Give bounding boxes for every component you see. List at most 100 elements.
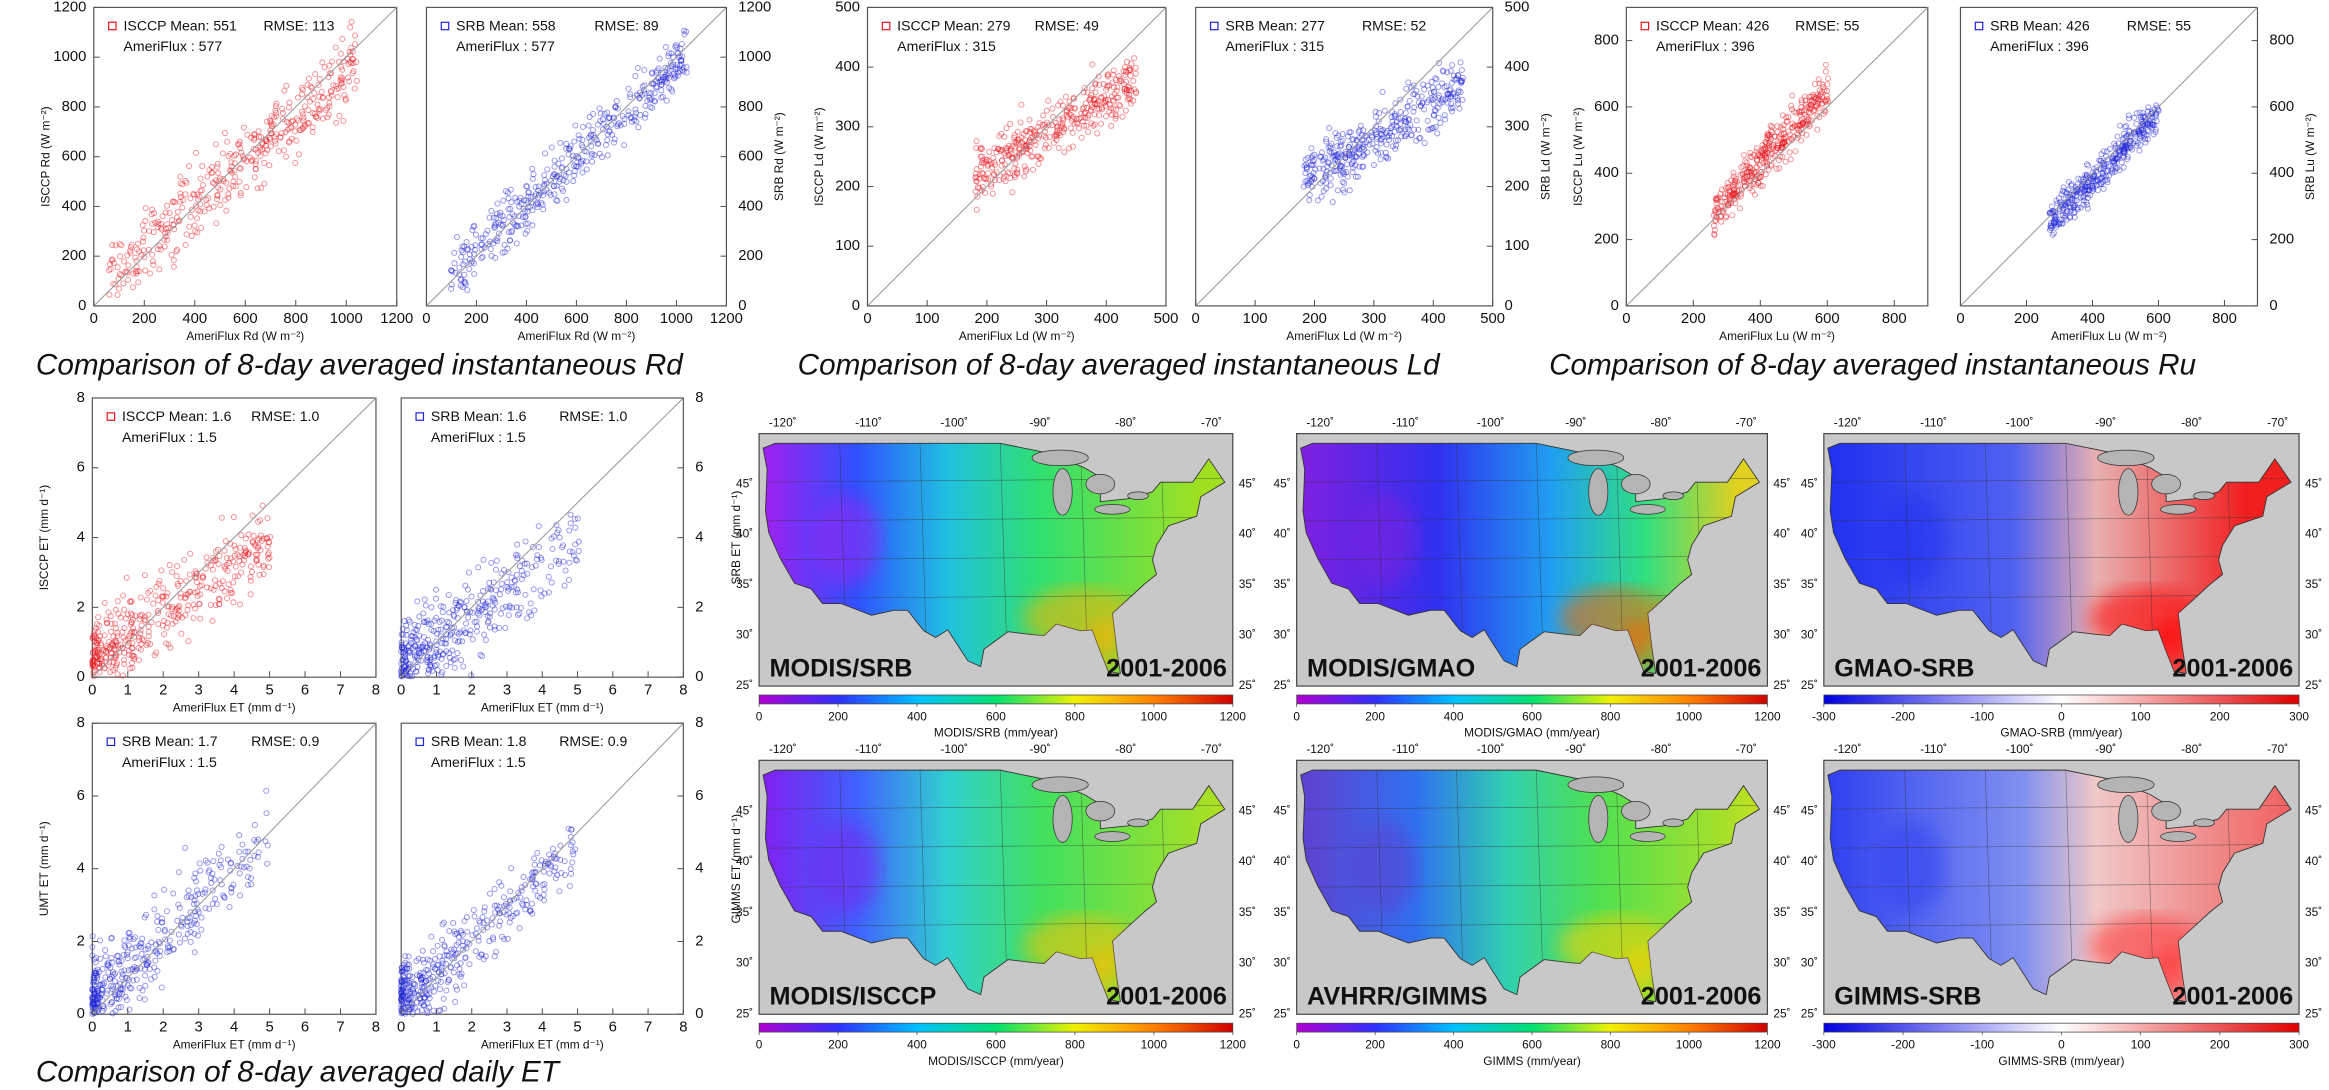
colorbar (1824, 695, 2299, 704)
map-cool-region (1351, 495, 1417, 586)
y-tick-label: 400 (2269, 165, 2294, 181)
y-tick-label: 400 (62, 198, 87, 214)
colorbar (759, 695, 1233, 704)
latitude-label: 35˚ (1773, 905, 1790, 919)
latitude-label: 25˚ (1801, 1006, 1818, 1020)
x-axis-label: AmeriFlux ET (mm d⁻¹) (173, 1038, 296, 1052)
longitude-label: -120˚ (1306, 742, 1334, 756)
colorbar-label: MODIS/GMAO (mm/year) (1464, 726, 1600, 740)
map-period: 2001-2006 (2172, 983, 2293, 1011)
colorbar-tick-label: -100 (1970, 1038, 1994, 1052)
x-tick-label: 4 (230, 682, 238, 698)
y-tick-label: 600 (2269, 99, 2294, 115)
map-period: 2001-2006 (2172, 654, 2293, 682)
y-tick-label: 800 (62, 99, 87, 115)
y-tick-label: 8 (695, 715, 703, 731)
latitude-label: 25˚ (2305, 1006, 2322, 1020)
longitude-label: -110˚ (855, 415, 882, 429)
latitude-label: 40˚ (1239, 527, 1256, 541)
latitude-label: 25˚ (1274, 678, 1291, 692)
latitude-label: 40˚ (1801, 527, 1818, 541)
latitude-label: 35˚ (2305, 905, 2322, 919)
x-tick-label: 400 (2080, 311, 2105, 327)
y-tick-label: 6 (77, 788, 85, 804)
colorbar-tick-label: -200 (1891, 709, 1915, 723)
latitude-label: 35˚ (1801, 577, 1818, 591)
x-tick-label: 7 (336, 1020, 344, 1036)
y-tick-label: 100 (1505, 238, 1530, 254)
colorbar-tick-label: 1200 (1220, 709, 1247, 723)
longitude-label: -120˚ (1834, 415, 1862, 429)
lake (1589, 795, 1608, 842)
x-tick-label: 7 (644, 1020, 652, 1036)
legend-reference: AmeriFlux : 315 (1225, 38, 1324, 54)
x-tick-label: 300 (1034, 311, 1059, 327)
latitude-label: 25˚ (1773, 678, 1790, 692)
map-period: 2001-2006 (1106, 654, 1227, 682)
colorbar-tick-label: 800 (1065, 709, 1085, 723)
lake (1589, 469, 1608, 516)
x-axis-label: AmeriFlux ET (mm d⁻¹) (481, 1038, 604, 1052)
legend-rmse: RMSE: 0.9 (559, 733, 627, 749)
x-tick-label: 1000 (660, 311, 693, 327)
longitude-label: -90˚ (1565, 415, 1586, 429)
x-tick-label: 8 (679, 682, 687, 698)
x-tick-label: 600 (2146, 311, 2171, 327)
latitude-label: 30˚ (1239, 956, 1256, 970)
legend-rmse: RMSE: 55 (2127, 17, 2191, 33)
longitude-label: -100˚ (940, 742, 968, 756)
x-tick-label: 2 (468, 1020, 476, 1036)
y-tick-label: 1200 (53, 0, 86, 15)
y-tick-label: 200 (1594, 232, 1619, 248)
colorbar-tick-label: -300 (1812, 709, 1836, 723)
legend-reference: AmeriFlux : 1.5 (122, 429, 217, 445)
longitude-label: -110˚ (1392, 415, 1419, 429)
x-tick-label: 7 (336, 682, 344, 698)
y-tick-label: 300 (835, 119, 860, 135)
y-tick-label: 500 (835, 0, 860, 15)
lake (1032, 777, 1088, 793)
colorbar-tick-label: 200 (2210, 1038, 2230, 1052)
y-tick-label: 800 (2269, 33, 2294, 49)
latitude-label: 25˚ (1239, 678, 1256, 692)
latitude-label: 40˚ (2305, 854, 2322, 868)
y-axis-label: SRB Rd (W m⁻²) (772, 112, 786, 201)
legend-mean: SRB Mean: 558 (456, 17, 556, 33)
x-tick-label: 800 (614, 311, 639, 327)
colorbar (1824, 1023, 2299, 1032)
y-tick-label: 0 (738, 298, 746, 314)
x-tick-label: 200 (1302, 311, 1327, 327)
x-tick-label: 600 (564, 311, 589, 327)
latitude-label: 25˚ (1239, 1006, 1256, 1020)
longitude-label: -110˚ (1920, 742, 1947, 756)
colorbar (1297, 1023, 1768, 1032)
lake (2119, 469, 2138, 516)
legend-mean: ISCCP Mean: 1.6 (122, 408, 232, 424)
latitude-label: 35˚ (1801, 905, 1818, 919)
x-tick-label: 800 (2212, 311, 2237, 327)
lake (1568, 450, 1624, 466)
x-tick-label: 3 (195, 1020, 203, 1036)
lake (1086, 801, 1115, 821)
longitude-label: -120˚ (769, 415, 797, 429)
legend-reference: AmeriFlux : 577 (456, 38, 555, 54)
legend-reference: AmeriFlux : 577 (124, 38, 223, 54)
map-cool-region (1879, 822, 1946, 913)
caption: Comparison of 8-day averaged instantaneo… (798, 349, 1441, 382)
latitude-label: 25˚ (1773, 1006, 1790, 1020)
colorbar-tick-label: 100 (2131, 709, 2151, 723)
latitude-label: 35˚ (736, 577, 753, 591)
latitude-label: 35˚ (1274, 905, 1291, 919)
x-axis-label: AmeriFlux Rd (W m⁻²) (518, 329, 636, 343)
lake (2161, 505, 2196, 515)
latitude-label: 25˚ (1274, 1006, 1291, 1020)
y-tick-label: 6 (695, 460, 703, 476)
latitude-label: 40˚ (1239, 854, 1256, 868)
colorbar-tick-label: 400 (907, 709, 927, 723)
latitude-label: 45˚ (2305, 476, 2322, 490)
lake (1128, 819, 1149, 827)
y-tick-label: 0 (852, 298, 860, 314)
y-axis-label: SRB Lu (W m⁻²) (2303, 113, 2317, 200)
longitude-label: -80˚ (1115, 415, 1136, 429)
x-tick-label: 0 (397, 682, 405, 698)
